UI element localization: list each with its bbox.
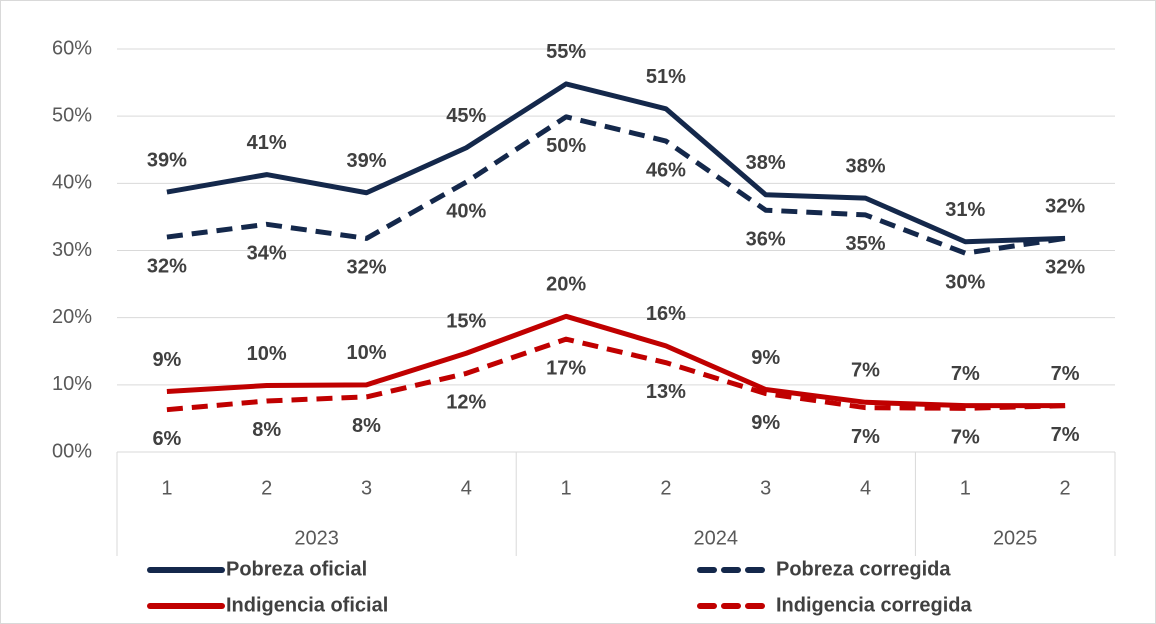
- data-label: 51%: [646, 66, 686, 88]
- data-label: 15%: [446, 311, 486, 333]
- x-group-label: 2025: [993, 527, 1038, 549]
- legend-label: Pobreza oficial: [226, 558, 367, 580]
- data-label: 34%: [247, 243, 287, 265]
- series-line: [166, 114, 1066, 256]
- data-label: 32%: [147, 255, 187, 277]
- data-label: 35%: [845, 233, 885, 255]
- series-line: [166, 336, 1066, 413]
- data-label: 8%: [252, 419, 281, 441]
- data-label: 32%: [1045, 196, 1085, 218]
- data-label: 17%: [546, 357, 586, 379]
- data-label: 10%: [346, 342, 386, 364]
- data-label: 32%: [346, 257, 386, 279]
- x-group-label: 2023: [294, 527, 339, 549]
- x-tick-label: 1: [960, 477, 971, 499]
- legend-label: Indigencia corregida: [776, 594, 972, 616]
- data-label: 20%: [546, 274, 586, 296]
- x-tick-label: 1: [161, 477, 172, 499]
- legend-label: Pobreza corregida: [776, 558, 951, 580]
- data-label: 6%: [152, 428, 181, 450]
- data-label: 45%: [446, 105, 486, 127]
- x-group-label: 2024: [694, 527, 739, 549]
- y-tick-label: 00%: [52, 440, 92, 462]
- data-label: 41%: [247, 132, 287, 154]
- y-tick-label: 10%: [52, 373, 92, 395]
- data-label: 10%: [247, 343, 287, 365]
- data-label: 7%: [1051, 424, 1080, 446]
- data-label: 7%: [851, 360, 880, 382]
- x-tick-label: 4: [461, 477, 472, 499]
- data-label: 46%: [646, 159, 686, 181]
- data-label: 38%: [845, 155, 885, 177]
- y-tick-label: 40%: [52, 172, 92, 194]
- data-label: 12%: [446, 392, 486, 414]
- data-label: 9%: [751, 412, 780, 434]
- x-tick-label: 3: [361, 477, 372, 499]
- data-label: 50%: [546, 135, 586, 157]
- data-label: 40%: [446, 200, 486, 222]
- data-label: 39%: [346, 150, 386, 172]
- x-tick-label: 2: [660, 477, 671, 499]
- x-tick-label: 3: [760, 477, 771, 499]
- x-tick-label: 4: [860, 477, 871, 499]
- data-label: 7%: [1051, 363, 1080, 385]
- data-label: 32%: [1045, 257, 1085, 279]
- data-label: 36%: [746, 228, 786, 250]
- data-label: 13%: [646, 381, 686, 403]
- y-tick-label: 50%: [52, 104, 92, 126]
- data-label: 16%: [646, 303, 686, 325]
- data-label: 8%: [352, 415, 381, 437]
- series-line: [166, 81, 1066, 245]
- legend-label: Indigencia oficial: [226, 594, 388, 616]
- data-label: 55%: [546, 41, 586, 63]
- y-tick-label: 20%: [52, 306, 92, 328]
- data-label: 7%: [851, 426, 880, 448]
- data-label: 30%: [945, 271, 985, 293]
- data-label: 31%: [945, 199, 985, 221]
- y-tick-label: 60%: [52, 37, 92, 59]
- x-tick-label: 1: [561, 477, 572, 499]
- data-label: 9%: [152, 349, 181, 371]
- x-tick-label: 2: [261, 477, 272, 499]
- data-label: 7%: [951, 363, 980, 385]
- series-line: [166, 313, 1066, 409]
- data-label: 38%: [746, 152, 786, 174]
- data-label: 7%: [951, 427, 980, 449]
- data-label: 39%: [147, 149, 187, 171]
- x-tick-label: 2: [1060, 477, 1071, 499]
- y-tick-label: 30%: [52, 239, 92, 261]
- data-label: 9%: [751, 347, 780, 369]
